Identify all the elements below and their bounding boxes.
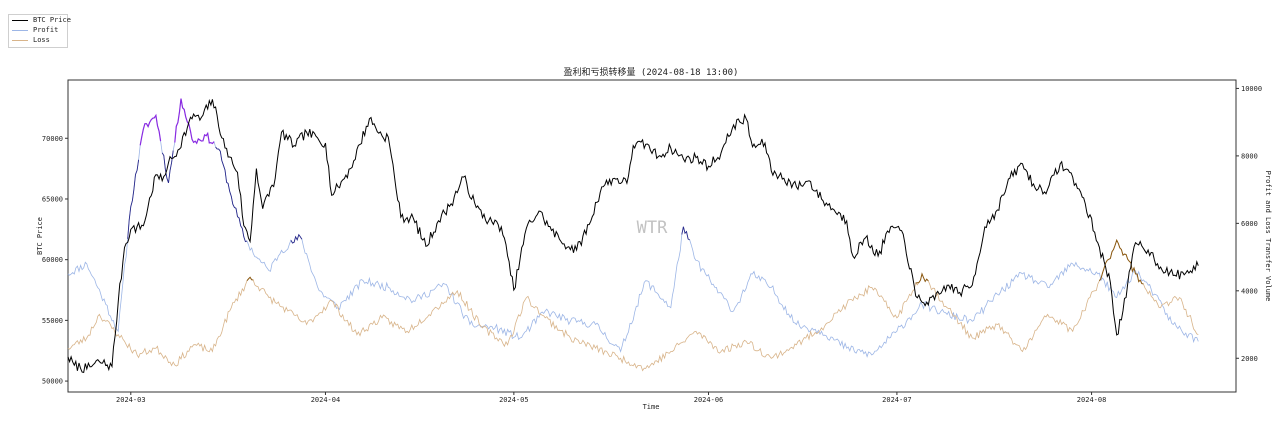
y-right-tick-label: 8000 <box>1241 152 1258 160</box>
legend-swatch-btc-price <box>12 20 28 21</box>
series-highlight-loss <box>915 272 929 284</box>
series-highlight-profit-mid <box>161 150 174 184</box>
series-highlight-profit-mid <box>290 233 303 244</box>
x-tick-label: 2024-08 <box>1077 396 1107 404</box>
y-axis-left-label: BTC Price <box>36 217 44 255</box>
legend: BTC Price Profit Loss <box>8 14 71 48</box>
series-highlight-profit <box>139 113 162 146</box>
legend-swatch-profit <box>12 30 28 31</box>
series-line-loss <box>67 239 1199 372</box>
x-tick-label: 2024-06 <box>694 396 724 404</box>
y-left-tick-label: 50000 <box>42 378 63 386</box>
legend-label-loss: Loss <box>33 36 50 44</box>
series-highlight-profit <box>174 98 215 145</box>
y-axis-right-label: Profit and Loss Transfer Volume <box>1264 171 1272 302</box>
x-tick-label: 2024-07 <box>882 396 912 404</box>
legend-label-btc-price: BTC Price <box>33 16 71 24</box>
y-right-tick-label: 6000 <box>1241 220 1258 228</box>
series-highlight-profit-mid <box>127 159 140 239</box>
plot-frame <box>67 79 1237 393</box>
x-axis-label: Time <box>643 403 660 411</box>
y-left-tick-label: 65000 <box>42 195 63 203</box>
chart-title: 盈利和亏损转移量 (2024-08-18 13:00) <box>564 66 739 78</box>
legend-swatch-loss <box>12 40 28 41</box>
y-left-tick-label: 60000 <box>42 256 63 264</box>
series-highlight-profit-mid <box>681 226 690 241</box>
series-line-btc-price <box>67 98 1199 373</box>
series-layer <box>67 98 1199 373</box>
axis-layer: 2024-03 2024-04 2024-05 2024-06 2024-07 2024-… <box>42 85 1262 404</box>
legend-label-profit: Profit <box>33 26 59 34</box>
y-left-tick-label: 70000 <box>42 135 63 143</box>
y-right-tick-label: 2000 <box>1241 355 1258 363</box>
x-tick-label: 2024-04 <box>311 396 341 404</box>
y-right-tick-label: 4000 <box>1241 287 1258 295</box>
y-left-tick-label: 55000 <box>42 317 63 325</box>
x-tick-label: 2024-05 <box>499 396 529 404</box>
series-line-profit <box>67 98 1199 358</box>
series-highlight-profit-mid <box>215 146 248 243</box>
y-right-tick-label: 10000 <box>1241 85 1262 93</box>
series-highlight-loss <box>1098 238 1144 285</box>
series-highlight-loss <box>246 276 254 282</box>
watermark: WTR <box>637 218 668 238</box>
x-tick-label: 2024-03 <box>116 396 146 404</box>
